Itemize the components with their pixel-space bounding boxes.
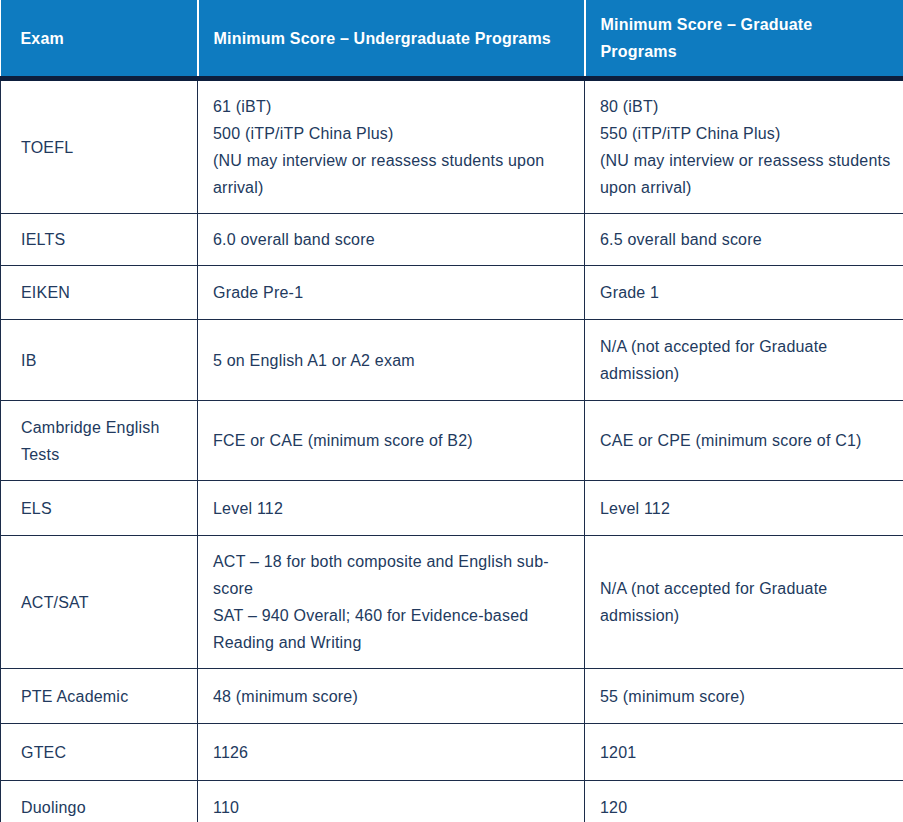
graduate-score-cell: CAE or CPE (minimum score of C1) (585, 401, 903, 481)
table-row-act-sat: ACT/SAT ACT – 18 for both composite and … (1, 536, 903, 669)
undergraduate-score-cell: Level 112 (198, 481, 585, 536)
table-row-els: ELS Level 112 Level 112 (1, 481, 903, 536)
graduate-score-cell: 6.5 overall band score (585, 214, 903, 266)
graduate-score-cell: 80 (iBT) 550 (iTP/iTP China Plus) (NU ma… (585, 79, 903, 214)
exam-name-cell: TOEFL (1, 79, 198, 214)
col-header-graduate: Minimum Score – Graduate Programs (585, 0, 903, 79)
graduate-score-cell: N/A (not accepted for Graduate admission… (585, 320, 903, 401)
exam-name-cell: ACT/SAT (1, 536, 198, 669)
undergraduate-score-cell: 1126 (198, 724, 585, 781)
col-header-graduate-label: Minimum Score – Graduate Programs (601, 11, 853, 65)
undergraduate-score-cell: Grade Pre-1 (198, 266, 585, 320)
graduate-score-cell: Level 112 (585, 481, 903, 536)
english-test-requirements-table: Exam Minimum Score – Undergraduate Progr… (0, 0, 903, 822)
exam-name-cell: Cambridge English Tests (1, 401, 198, 481)
table-row-ib: IB 5 on English A1 or A2 exam N/A (not a… (1, 320, 903, 401)
table-row-ielts: IELTS 6.0 overall band score 6.5 overall… (1, 214, 903, 266)
graduate-score-cell: Grade 1 (585, 266, 903, 320)
table-header-row: Exam Minimum Score – Undergraduate Progr… (1, 0, 903, 79)
undergraduate-score-cell: FCE or CAE (minimum score of B2) (198, 401, 585, 481)
undergraduate-score-cell: 5 on English A1 or A2 exam (198, 320, 585, 401)
exam-name-cell: IB (1, 320, 198, 401)
col-header-undergraduate-label: Minimum Score – Undergraduate Programs (214, 30, 551, 47)
undergraduate-score-cell: 48 (minimum score) (198, 669, 585, 724)
graduate-score-cell: 55 (minimum score) (585, 669, 903, 724)
col-header-exam: Exam (1, 0, 198, 79)
exam-name-cell: PTE Academic (1, 669, 198, 724)
undergraduate-score-cell: 6.0 overall band score (198, 214, 585, 266)
graduate-score-cell: 1201 (585, 724, 903, 781)
page: Exam Minimum Score – Undergraduate Progr… (0, 0, 903, 822)
table-row-duolingo: Duolingo 110 120 (1, 781, 903, 822)
exam-name-cell: ELS (1, 481, 198, 536)
undergraduate-score-cell: ACT – 18 for both composite and English … (198, 536, 585, 669)
table-row-pte-academic: PTE Academic 48 (minimum score) 55 (mini… (1, 669, 903, 724)
table-row-cambridge-english-tests: Cambridge English Tests FCE or CAE (mini… (1, 401, 903, 481)
graduate-score-cell: 120 (585, 781, 903, 822)
col-header-undergraduate: Minimum Score – Undergraduate Programs (198, 0, 585, 79)
undergraduate-score-cell: 61 (iBT) 500 (iTP/iTP China Plus) (NU ma… (198, 79, 585, 214)
exam-name-cell: IELTS (1, 214, 198, 266)
table-row-toefl: TOEFL 61 (iBT) 500 (iTP/iTP China Plus) … (1, 79, 903, 214)
undergraduate-score-cell: 110 (198, 781, 585, 822)
col-header-exam-label: Exam (21, 30, 65, 47)
table-row-eiken: EIKEN Grade Pre-1 Grade 1 (1, 266, 903, 320)
exam-name-cell: EIKEN (1, 266, 198, 320)
table-row-gtec: GTEC 1126 1201 (1, 724, 903, 781)
exam-name-cell: Duolingo (1, 781, 198, 822)
graduate-score-cell: N/A (not accepted for Graduate admission… (585, 536, 903, 669)
exam-name-cell: GTEC (1, 724, 198, 781)
